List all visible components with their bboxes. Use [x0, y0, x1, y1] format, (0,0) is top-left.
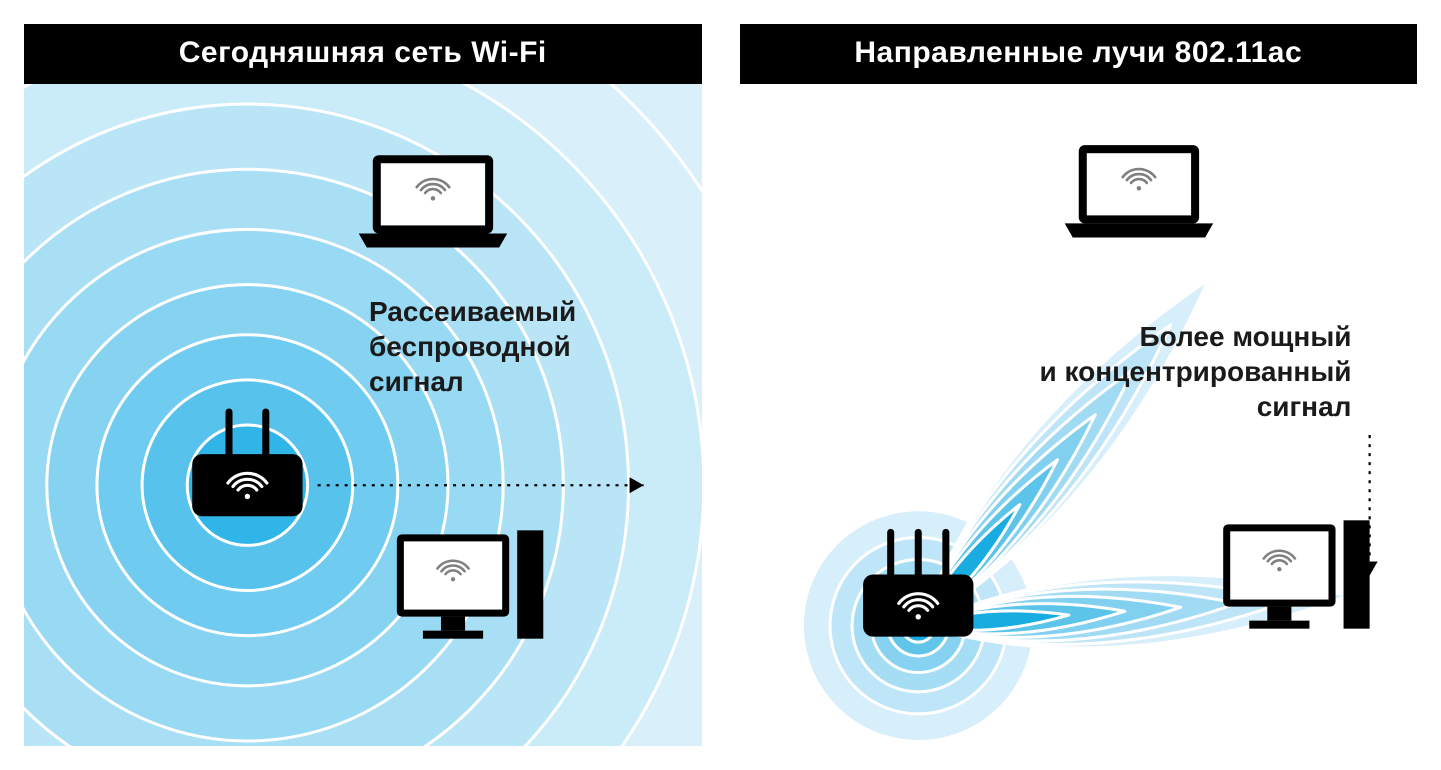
panel-left: Сегодняшняя сеть Wi-Fi Рассеиваемый бесп…	[24, 24, 702, 746]
right-desc-line1: Более мощный	[1040, 319, 1352, 354]
omni-rings	[24, 84, 702, 746]
left-desc-line2: беспроводной	[369, 329, 576, 364]
left-canvas	[24, 84, 702, 746]
panel-right-body: Более мощный и концентрированный сигнал	[740, 84, 1418, 746]
panel-left-body: Рассеиваемый беспроводной сигнал	[24, 84, 702, 746]
right-description: Более мощный и концентрированный сигнал	[1040, 319, 1352, 424]
left-desc-line1: Рассеиваемый	[369, 294, 576, 329]
panel-right-title: Направленные лучи 802.11ас	[740, 24, 1418, 84]
laptop-icon	[359, 155, 507, 247]
panel-right: Направленные лучи 802.11ас Более мощный …	[740, 24, 1418, 746]
panel-left-title: Сегодняшняя сеть Wi-Fi	[24, 24, 702, 84]
right-desc-line3: сигнал	[1040, 389, 1352, 424]
left-desc-line3: сигнал	[369, 364, 576, 399]
laptop-icon	[1064, 145, 1212, 237]
right-desc-line2: и концентрированный	[1040, 354, 1352, 389]
left-description: Рассеиваемый беспроводной сигнал	[369, 294, 576, 399]
